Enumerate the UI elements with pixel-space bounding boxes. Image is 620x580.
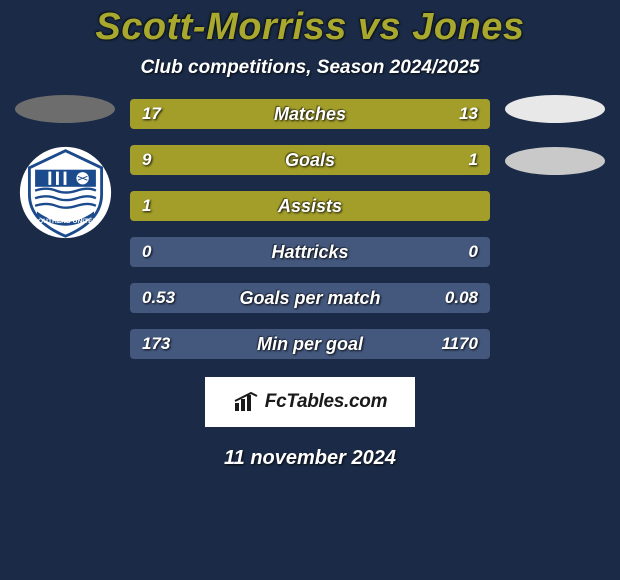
stat-row-matches: 1713Matches	[130, 99, 490, 129]
left-player-ellipse	[15, 95, 115, 123]
stat-label: Matches	[130, 99, 490, 129]
attribution-text: FcTables.com	[265, 391, 387, 413]
right-player-ellipse	[505, 95, 605, 123]
attribution-badge: FcTables.com	[205, 377, 415, 427]
right-player-ellipse-2	[505, 147, 605, 175]
stat-label: Assists	[130, 191, 490, 221]
comparison-layout: SOUTHEND UNITED 1713Matches 91Goals 1Assis…	[0, 79, 620, 359]
stat-row-min-per-goal: 1731170Min per goal	[130, 329, 490, 359]
stat-bars: 1713Matches 91Goals 1Assists 00Hattricks 0.5…	[130, 87, 490, 359]
right-player-column	[500, 87, 610, 359]
stat-label: Goals per match	[130, 283, 490, 313]
stat-row-goals: 91Goals	[130, 145, 490, 175]
stat-row-goals-per-match: 0.530.08Goals per match	[130, 283, 490, 313]
left-club-crest: SOUTHEND UNITED	[18, 145, 113, 245]
chart-icon	[233, 391, 259, 413]
date-text: 11 november 2024	[0, 447, 620, 470]
stat-label: Goals	[130, 145, 490, 175]
page-title: Scott-Morriss vs Jones	[0, 0, 620, 49]
stat-row-hattricks: 00Hattricks	[130, 237, 490, 267]
svg-text:SOUTHEND UNITED: SOUTHEND UNITED	[33, 218, 97, 225]
left-player-column: SOUTHEND UNITED	[10, 87, 120, 359]
stat-label: Min per goal	[130, 329, 490, 359]
stat-label: Hattricks	[130, 237, 490, 267]
page-subtitle: Club competitions, Season 2024/2025	[0, 57, 620, 79]
attribution-badge-wrap: FcTables.com	[0, 377, 620, 427]
stat-row-assists: 1Assists	[130, 191, 490, 221]
